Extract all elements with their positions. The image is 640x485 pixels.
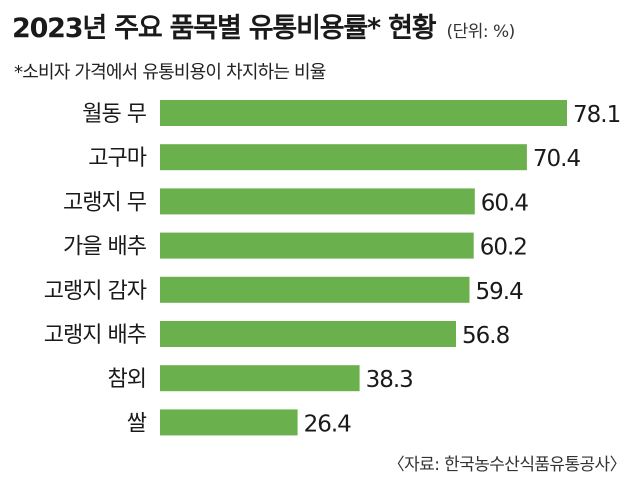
value-label: 78.1 — [573, 102, 620, 128]
value-label: 56.8 — [462, 323, 510, 349]
value-label: 70.4 — [533, 146, 581, 172]
category-label: 쌀 — [127, 411, 147, 436]
bar — [160, 365, 360, 392]
bar — [160, 409, 298, 436]
chart-title: 2023년 주요 품목별 유통비용률* 현황 — [12, 13, 437, 44]
category-label: 고랭지 무 — [63, 190, 147, 215]
value-label: 38.3 — [366, 367, 413, 393]
bar — [160, 188, 475, 215]
category-label: 고랭지 감자 — [44, 279, 147, 304]
bars-group: 월동 무 78.1 고구마 70.4 고랭지 무 60.4 가을 배추 60.2 고랭지 감자 5… — [44, 100, 621, 437]
source-note: 〈자료: 한국농수산식품유통공사〉 — [387, 455, 627, 475]
category-label: 참외 — [108, 367, 146, 392]
title-row: 2023년 주요 품목별 유통비용률* 현황 (단위: %) — [12, 6, 515, 45]
unit-label: (단위: %) — [446, 22, 515, 42]
bar — [160, 276, 470, 303]
value-label: 60.2 — [480, 235, 527, 261]
bar — [160, 232, 474, 259]
value-label: 59.4 — [476, 279, 524, 305]
value-label: 26.4 — [304, 411, 352, 437]
value-label: 60.4 — [481, 190, 529, 216]
chart-subtitle: *소비자 가격에서 유통비용이 차지하는 비율 — [14, 62, 326, 83]
category-label: 고구마 — [88, 146, 146, 171]
category-label: 가을 배추 — [63, 235, 147, 260]
category-label: 월동 무 — [82, 102, 146, 127]
category-label: 고랭지 배추 — [44, 323, 147, 348]
bar-chart-plot: 월동 무 78.1 고구마 70.4 고랭지 무 60.4 가을 배추 60.2 고랭지 감자 5… — [44, 100, 621, 437]
bar — [160, 100, 567, 126]
bar — [160, 144, 527, 171]
bar — [160, 321, 456, 347]
